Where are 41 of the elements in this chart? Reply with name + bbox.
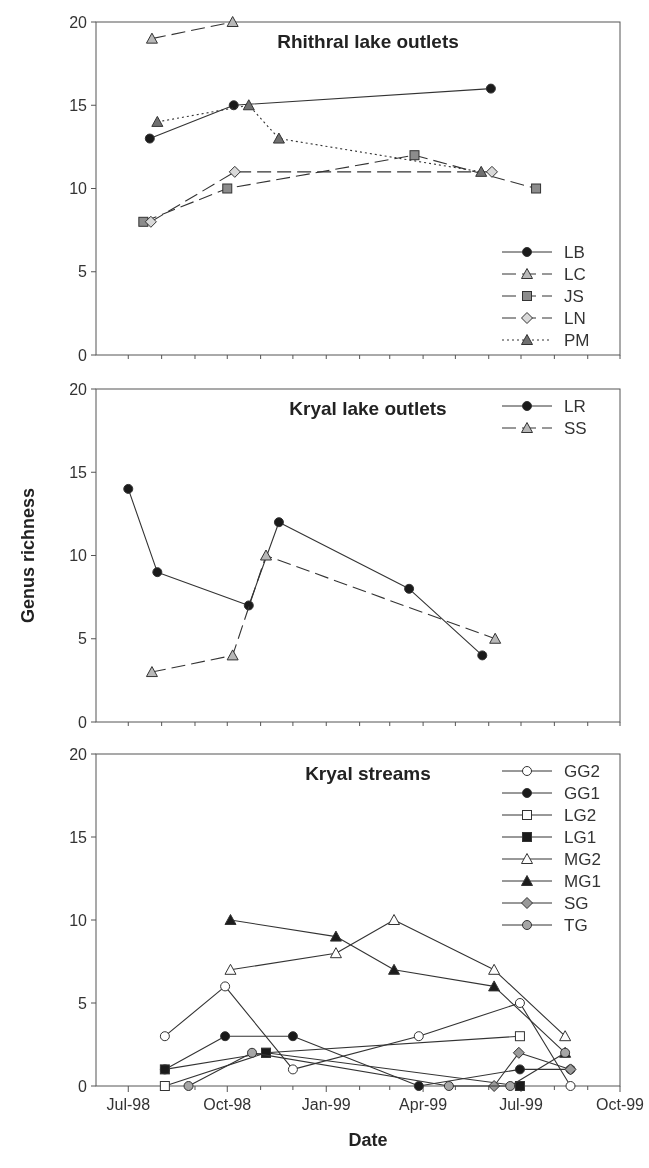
x-axis-title: Date [348, 1130, 388, 1150]
y-axis-title: Genus richness [18, 487, 38, 624]
text: Rhithral lake outlets [277, 31, 459, 52]
x-tick-label: Oct-99 [595, 1096, 645, 1113]
y-tick-label: 15 [69, 828, 88, 846]
y-tick-label: 10 [69, 180, 88, 198]
x-tick-label: Jul-99 [499, 1096, 543, 1113]
x-tick-label: Oct-98 [203, 1096, 252, 1113]
text: Kryal lake outlets [289, 398, 447, 419]
y-tick-label: 5 [78, 994, 88, 1012]
y-tick-label: 10 [69, 547, 88, 565]
y-tick-label: 0 [78, 1077, 88, 1095]
legend-label: LG1 [564, 827, 597, 847]
y-tick-label: 5 [78, 263, 88, 281]
y-tick-label: 0 [78, 713, 88, 731]
legend-label: TG [564, 915, 588, 935]
legend-label: SS [564, 418, 587, 438]
y-tick-label: 15 [69, 96, 88, 114]
legend-label: MG2 [564, 849, 601, 869]
legend-label: GG1 [564, 783, 600, 803]
y-tick-label: 10 [69, 911, 88, 929]
legend-label: LB [564, 242, 585, 262]
text: Kryal streams [305, 763, 431, 784]
x-tick-label: Jan-99 [301, 1096, 351, 1113]
x-tick-label: Apr-99 [399, 1096, 448, 1113]
legend-label: LC [564, 264, 586, 284]
legend-label: LG2 [564, 805, 597, 825]
legend-label: JS [564, 286, 584, 306]
y-tick-label: 5 [78, 630, 88, 648]
y-tick-label: 15 [69, 463, 88, 481]
legend-label: MG1 [564, 871, 601, 891]
y-tick-label: 20 [69, 745, 88, 763]
legend-label: PM [564, 330, 590, 350]
y-tick-label: 0 [78, 346, 88, 364]
y-tick-label: 20 [69, 13, 88, 31]
x-tick-label: Jul-98 [106, 1096, 151, 1113]
y-tick-label: 20 [69, 380, 88, 398]
legend-label: GG2 [564, 761, 600, 781]
legend-label: LN [564, 308, 586, 328]
legend-label: LR [564, 396, 586, 416]
legend-label: SG [564, 893, 589, 913]
